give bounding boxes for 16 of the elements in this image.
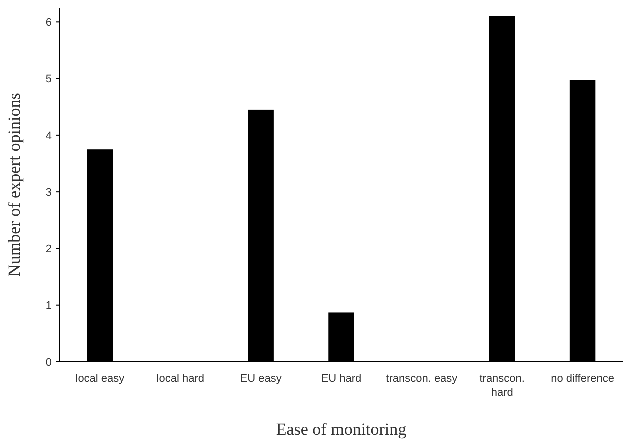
y-tick-label: 2 — [46, 244, 52, 256]
x-axis-title: Ease of monitoring — [276, 420, 408, 439]
x-tick-label: local hard — [156, 373, 204, 385]
x-tick-label: EU easy — [240, 373, 282, 385]
x-tick-label: transcon. hard — [480, 373, 525, 399]
y-axis-title: Number of expert opinions — [5, 93, 24, 277]
x-tick-label: EU hard — [321, 373, 362, 385]
y-tick-label: 0 — [46, 356, 52, 369]
y-tick-label: 5 — [46, 74, 52, 86]
x-tick-label: no difference — [551, 373, 614, 385]
x-tick-label: local easy — [76, 373, 126, 385]
x-tick-label: transcon. easy — [386, 373, 458, 385]
y-tick-label: 6 — [46, 17, 52, 30]
y-tick-label: 4 — [46, 130, 52, 142]
y-tick-label: 3 — [46, 186, 52, 199]
y-tick-label: 1 — [46, 300, 52, 312]
